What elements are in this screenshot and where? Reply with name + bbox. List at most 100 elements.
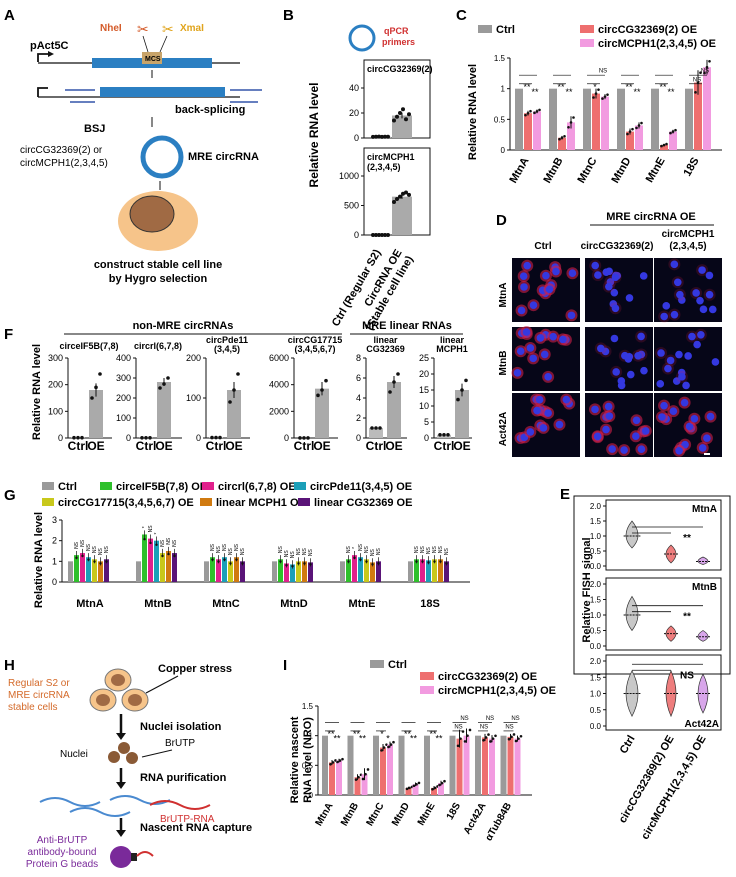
data-point: [386, 232, 390, 237]
nucleus-dapi: [520, 283, 528, 291]
sig-label: **: [625, 82, 633, 92]
plasmid-label: pAct5C: [30, 40, 69, 52]
sig-label: **: [404, 729, 412, 739]
bar: [444, 561, 449, 582]
nucleus-dapi: [703, 434, 711, 442]
bar: [669, 131, 677, 150]
bar: [296, 561, 301, 582]
panel-e-ylabel: Relative FISH signal: [581, 537, 593, 642]
bar: [308, 562, 313, 582]
data-point: [421, 560, 424, 563]
data-point: [386, 134, 390, 139]
sig-label-2: **: [633, 87, 641, 97]
brutp-rna-label: BrUTP-RNA: [160, 814, 215, 825]
data-point: [601, 97, 604, 100]
panel-f-ytick-label: 200: [186, 353, 201, 363]
data-point: [569, 121, 573, 124]
data-point: [674, 128, 677, 132]
data-point: [404, 190, 408, 195]
legend-swatch: [42, 498, 54, 506]
data-point: [392, 740, 395, 744]
rna-purification-label: RNA purification: [140, 772, 227, 784]
panel-d-col-circcg: circCG32369(2): [581, 241, 654, 252]
data-point: [166, 376, 170, 380]
legend-label: Ctrl: [388, 659, 407, 671]
arrowhead-h3: [116, 830, 126, 837]
violin-subplot-title: MtnA: [692, 504, 717, 515]
sig-label: NS: [210, 543, 216, 551]
xtick-label: MtnB: [541, 155, 565, 185]
bar: [635, 125, 643, 150]
violin: [697, 556, 709, 565]
nucleus-dapi: [699, 305, 708, 314]
sig-label: NS: [420, 545, 426, 553]
sig-label: NS: [80, 539, 86, 547]
data-point: [353, 556, 356, 560]
data-point: [217, 560, 220, 563]
sig-label: NS: [454, 725, 462, 731]
bar: [392, 196, 412, 235]
nucleus-dapi: [693, 340, 701, 349]
xtick-label: MtnA: [507, 155, 531, 185]
panel-i-ytick-label: 1.5: [302, 702, 314, 711]
nucleus-dapi: [593, 432, 602, 441]
sig-label: NS: [308, 549, 314, 557]
sig-label: NS: [74, 541, 80, 549]
bar: [302, 561, 307, 582]
panel-label-i: I: [283, 657, 287, 674]
nucleus-dapi: [706, 412, 715, 421]
legend-label: Ctrl: [58, 481, 77, 493]
ytick-label: 0.0: [590, 642, 602, 651]
data-point: [660, 144, 663, 148]
nucleus-dapi: [605, 412, 614, 420]
panel-g-ytick-label: 3: [52, 515, 57, 525]
data-point: [603, 95, 607, 98]
data-point: [637, 124, 641, 127]
bar: [68, 561, 73, 582]
data-point: [507, 737, 511, 741]
nhei-pointer: [142, 35, 149, 53]
nucleus-dapi: [637, 332, 645, 341]
panel-b-subtitle: circCG32369(2): [367, 64, 433, 74]
violin-subplot-frame: [605, 577, 722, 651]
data-point: [407, 112, 411, 117]
data-point: [510, 735, 513, 739]
panel-d-header: MRE circRNA OE: [606, 211, 695, 223]
xtick-label: Ctrl: [618, 734, 638, 756]
data-point: [236, 372, 240, 376]
sig-label-2: NS: [599, 69, 607, 75]
sig-label-2: NS: [486, 716, 494, 722]
nucleus-dapi: [591, 261, 600, 270]
bar: [340, 561, 345, 582]
data-point: [524, 113, 527, 117]
nucleus-dapi: [523, 261, 532, 270]
bar: [364, 559, 369, 582]
legend-swatch: [202, 482, 214, 490]
data-point: [99, 562, 102, 565]
data-point: [696, 81, 700, 84]
panel-d-col-ctrl: Ctrl: [534, 241, 551, 252]
nucleus-dapi: [529, 354, 538, 363]
sig-label: NS: [104, 545, 110, 553]
violin: [625, 595, 639, 632]
panel-f-group2: MRE linear RNAs: [362, 320, 452, 332]
data-point: [357, 775, 360, 779]
data-point: [155, 543, 158, 546]
panel-i-ytick-label: 0: [309, 791, 314, 800]
data-point: [440, 781, 444, 785]
panel-f-ytick-label: 2: [356, 413, 361, 423]
nucleus-dapi: [544, 409, 552, 417]
nucleus-dapi: [697, 330, 705, 339]
bar: [626, 131, 634, 150]
data-point: [329, 762, 332, 766]
data-point: [316, 393, 320, 398]
sig-label-2: **: [667, 87, 675, 97]
legend-label: circMCPH1(2,3,4,5) OE: [598, 38, 716, 50]
nucleus-dapi: [658, 413, 666, 421]
data-point: [389, 743, 393, 746]
data-point: [567, 126, 570, 129]
bar: [329, 762, 335, 795]
source-cells-label: Regular S2 or MRE circRNA stable cells: [8, 678, 70, 713]
panel-f-ytick-label: 0: [356, 433, 361, 443]
bar: [373, 735, 379, 795]
